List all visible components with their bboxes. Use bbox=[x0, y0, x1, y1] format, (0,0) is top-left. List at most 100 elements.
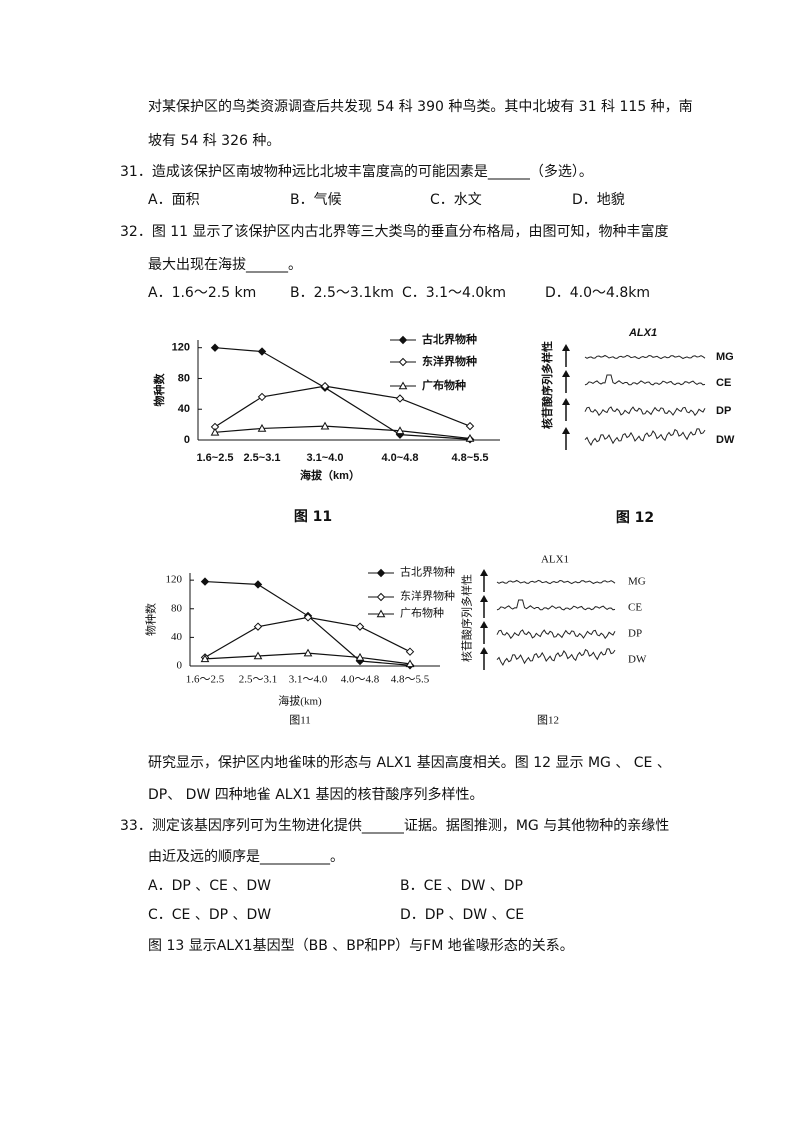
sequence-trace bbox=[496, 648, 616, 667]
sequence-trace bbox=[584, 374, 706, 386]
arrow-head bbox=[480, 621, 488, 628]
species-label: DP bbox=[716, 405, 731, 417]
figure-caption: 图 11 bbox=[294, 509, 332, 525]
data-point bbox=[320, 381, 330, 391]
arrow-head bbox=[562, 398, 570, 405]
paragraph-line: 图 13 显示ALX1基因型（BB 、BP和PP）与FM 地雀喙形态的关系。 bbox=[148, 937, 574, 954]
legend-label: 古北界物种 bbox=[400, 565, 455, 579]
x-tick-label: 2.5～3.1 bbox=[239, 674, 278, 686]
y-axis-label: 物种数 bbox=[152, 373, 166, 407]
option: D．4.0～4.8km bbox=[545, 285, 650, 301]
sequence-trace bbox=[496, 599, 616, 611]
x-tick-label: 4.8～5.5 bbox=[391, 674, 430, 686]
option: D．地貌 bbox=[572, 192, 625, 208]
legend-marker bbox=[376, 568, 386, 578]
x-axis-label: 海拔(km) bbox=[278, 694, 322, 708]
y-tick-label: 80 bbox=[171, 602, 183, 614]
figure-caption: 图 12 bbox=[616, 510, 654, 526]
question-stem: 31．造成该保护区南坡物种远比北坡丰富度高的可能因素是______（多选）。 bbox=[120, 163, 593, 180]
data-point bbox=[465, 433, 475, 442]
data-point bbox=[257, 392, 267, 402]
data-point bbox=[320, 421, 330, 430]
y-tick-label: 120 bbox=[166, 574, 183, 586]
data-point bbox=[303, 648, 313, 657]
species-label: CE bbox=[628, 602, 642, 614]
option: C．CE 、DP 、DW bbox=[148, 907, 271, 923]
x-tick-label: 4.8~5.5 bbox=[451, 452, 488, 464]
figure-caption: 图11 bbox=[289, 714, 311, 727]
species-label: DW bbox=[716, 434, 735, 446]
series-line bbox=[214, 385, 471, 428]
question-stem: 由近及远的顺序是__________。 bbox=[148, 849, 344, 865]
option: A．1.6～2.5 km bbox=[148, 285, 256, 301]
arrow-head bbox=[480, 595, 488, 602]
x-tick-label: 3.1～4.0 bbox=[289, 674, 328, 686]
arrow-head bbox=[562, 370, 570, 377]
sequence-trace bbox=[496, 629, 616, 640]
figure-title: ALX1 bbox=[541, 554, 569, 566]
data-point bbox=[405, 659, 415, 668]
data-point bbox=[257, 423, 267, 432]
legend-label: 广布物种 bbox=[422, 378, 466, 392]
question-stem: 32．图 11 显示了该保护区内古北界等三大类鸟的垂直分布格局，由图可知，物种丰… bbox=[120, 223, 669, 240]
legend-marker bbox=[376, 609, 386, 618]
option: B．气候 bbox=[290, 192, 342, 208]
arrow-head bbox=[480, 647, 488, 654]
arrow-head bbox=[480, 569, 488, 576]
data-point bbox=[200, 577, 210, 586]
data-point bbox=[253, 580, 263, 589]
data-point bbox=[257, 347, 267, 356]
sequence-trace bbox=[584, 428, 706, 447]
legend-marker bbox=[398, 357, 408, 367]
data-point bbox=[253, 651, 263, 660]
question-stem: 最大出现在海拔______。 bbox=[148, 257, 302, 273]
option: C．3.1～4.0km bbox=[402, 285, 506, 301]
figure-caption: 图12 bbox=[537, 714, 559, 727]
species-label: DP bbox=[628, 628, 642, 640]
data-point bbox=[395, 426, 405, 435]
arrow-head bbox=[562, 344, 570, 351]
paragraph-line: 坡有 54 科 326 种。 bbox=[148, 133, 280, 149]
data-point bbox=[253, 622, 263, 631]
y-tick-label: 0 bbox=[184, 434, 190, 446]
y-tick-label: 80 bbox=[178, 372, 190, 384]
paragraph-line: 研究显示，保护区内地雀味的形态与 ALX1 基因高度相关。图 12 显示 MG … bbox=[148, 754, 671, 771]
data-point bbox=[210, 427, 220, 436]
legend-label: 广布物种 bbox=[400, 606, 444, 620]
legend-label: 古北界物种 bbox=[422, 332, 477, 346]
y-tick-label: 0 bbox=[177, 660, 183, 672]
y-axis-label: 核苷酸序列多样性 bbox=[540, 341, 554, 429]
x-tick-label: 1.6～2.5 bbox=[186, 674, 225, 686]
data-point bbox=[200, 654, 210, 663]
x-tick-label: 2.5~3.1 bbox=[243, 452, 280, 464]
data-point bbox=[405, 647, 415, 656]
sequence-trace bbox=[496, 579, 616, 585]
legend-marker bbox=[376, 592, 386, 602]
option: B．CE 、DW 、DP bbox=[400, 878, 523, 894]
paragraph-line: DP、 DW 四种地雀 ALX1 基因的核苷酸序列多样性。 bbox=[148, 786, 484, 803]
y-axis-label: 核苷酸序列多样性 bbox=[460, 574, 474, 662]
data-point bbox=[465, 421, 475, 431]
option: A．DP 、CE 、DW bbox=[148, 878, 271, 894]
y-axis-label: 物种数 bbox=[144, 603, 158, 636]
option: D．DP 、DW 、CE bbox=[400, 907, 524, 923]
legend-marker bbox=[398, 381, 408, 390]
sequence-trace bbox=[584, 354, 706, 360]
species-label: MG bbox=[628, 576, 646, 588]
legend-label: 东洋界物种 bbox=[422, 354, 477, 368]
x-tick-label: 4.0~4.8 bbox=[381, 452, 418, 464]
sequence-trace bbox=[584, 406, 706, 417]
figure-title: ALX1 bbox=[628, 327, 657, 339]
option: A．面积 bbox=[148, 192, 200, 208]
y-tick-label: 120 bbox=[172, 342, 190, 354]
species-label: MG bbox=[716, 351, 734, 363]
y-tick-label: 40 bbox=[171, 631, 183, 643]
legend-label: 东洋界物种 bbox=[400, 589, 455, 603]
data-point bbox=[395, 394, 405, 403]
data-point bbox=[210, 343, 220, 352]
option: C．水文 bbox=[430, 192, 482, 208]
x-tick-label: 3.1~4.0 bbox=[306, 452, 343, 464]
species-label: CE bbox=[716, 377, 731, 389]
arrow-head bbox=[562, 427, 570, 434]
